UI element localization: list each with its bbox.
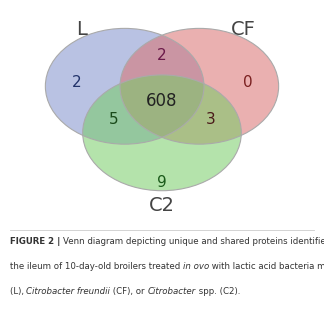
Circle shape xyxy=(120,28,279,144)
Text: (L),: (L), xyxy=(10,287,27,296)
Text: 2: 2 xyxy=(72,75,81,91)
Text: Citrobacter freundii: Citrobacter freundii xyxy=(27,287,110,296)
Text: C2: C2 xyxy=(149,196,175,215)
Text: the ileum of 10-day-old broilers treated: the ileum of 10-day-old broilers treated xyxy=(10,262,183,271)
Text: 9: 9 xyxy=(157,175,167,190)
Circle shape xyxy=(83,75,241,191)
Circle shape xyxy=(45,28,204,144)
Text: with lactic acid bacteria mixture: with lactic acid bacteria mixture xyxy=(209,262,324,271)
Text: 608: 608 xyxy=(146,92,178,110)
Text: spp. (C2).: spp. (C2). xyxy=(196,287,240,296)
Text: Venn diagram depicting unique and shared proteins identified in: Venn diagram depicting unique and shared… xyxy=(63,237,324,246)
Text: 2: 2 xyxy=(157,48,167,63)
Text: 5: 5 xyxy=(109,112,119,127)
Text: L: L xyxy=(76,20,87,39)
Text: CF: CF xyxy=(230,20,255,39)
Text: FIGURE 2 |: FIGURE 2 | xyxy=(10,237,63,246)
Text: Citrobacter: Citrobacter xyxy=(148,287,196,296)
Text: 0: 0 xyxy=(243,75,252,91)
Text: (CF), or: (CF), or xyxy=(110,287,148,296)
Text: in ovo: in ovo xyxy=(183,262,209,271)
Text: 3: 3 xyxy=(205,112,215,127)
